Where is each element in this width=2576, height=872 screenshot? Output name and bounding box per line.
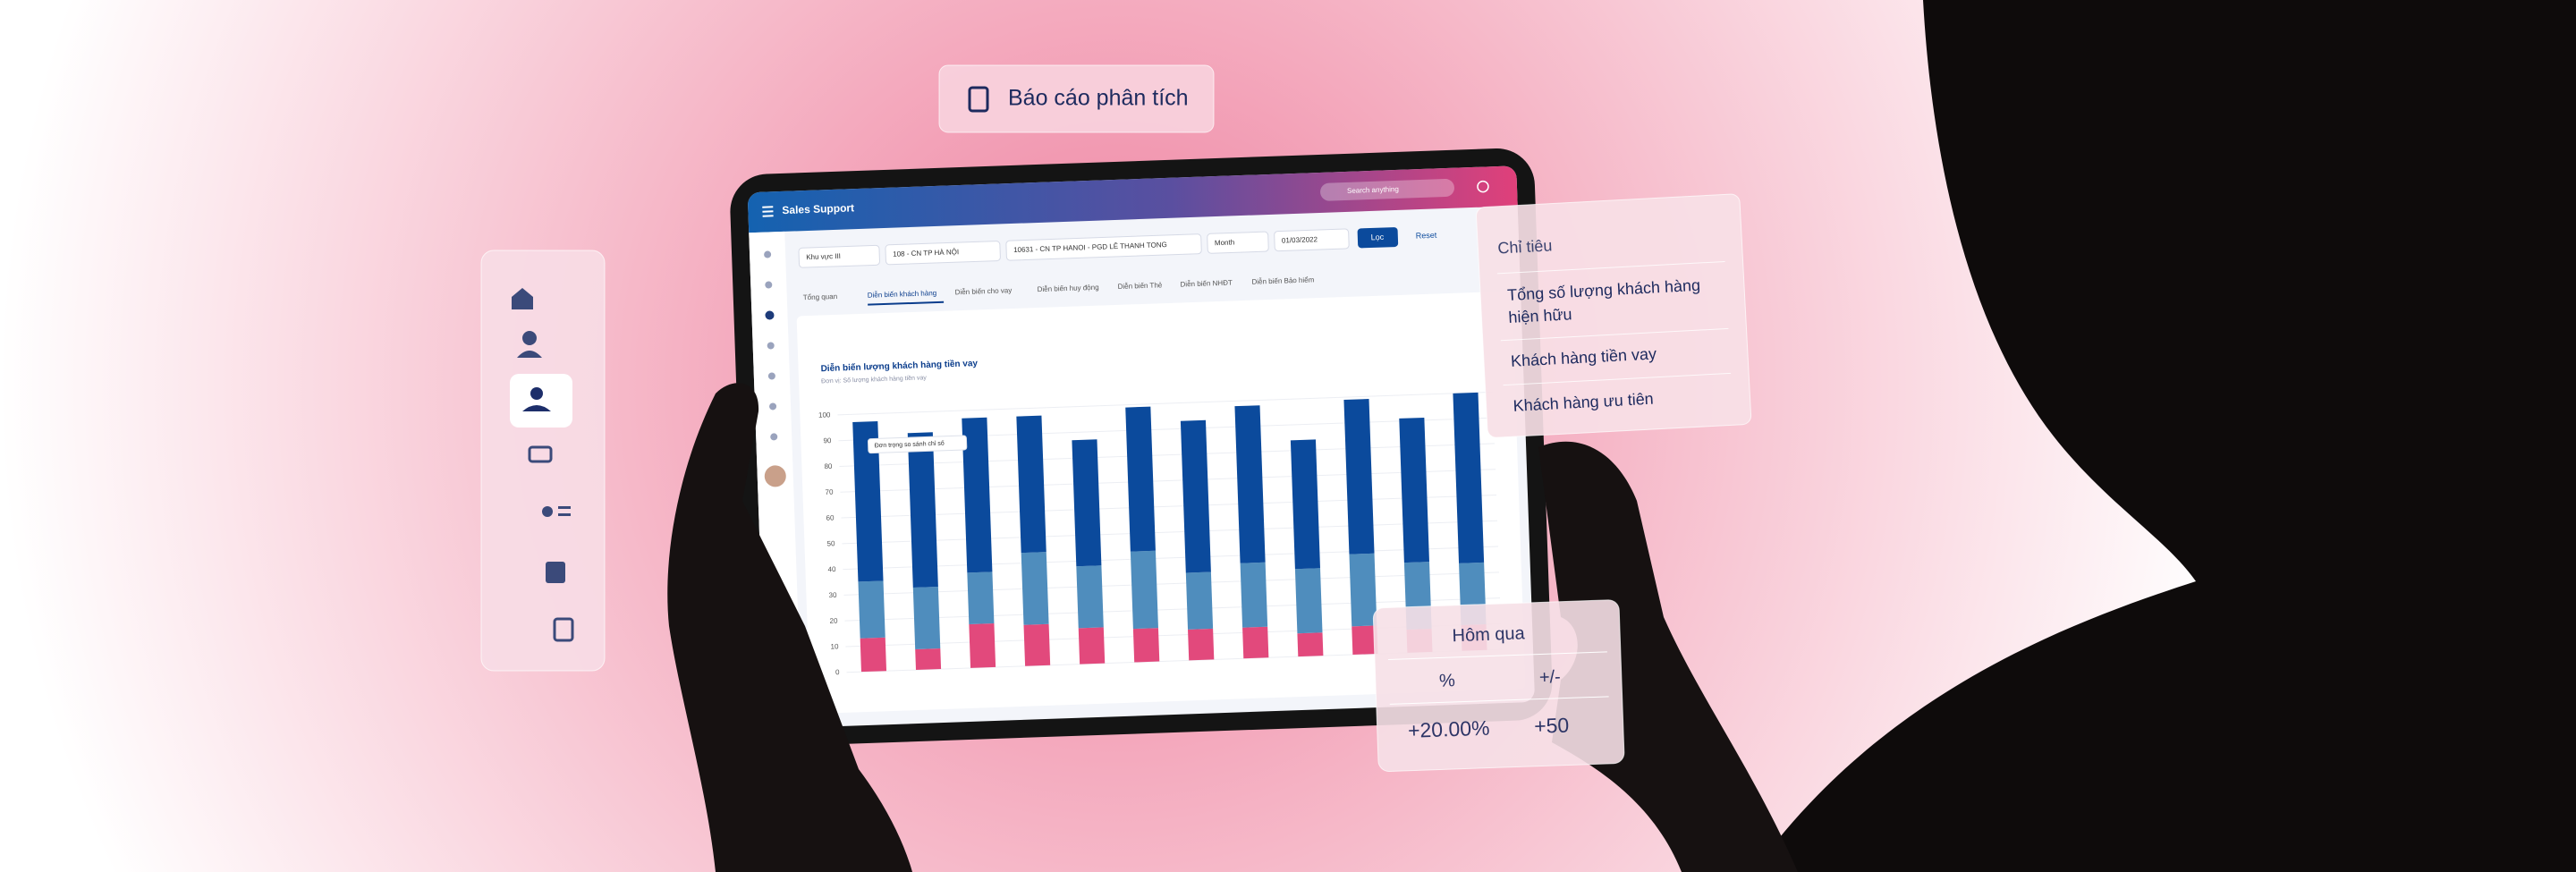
bar-segment [1242, 626, 1269, 659]
bar-segment [1125, 406, 1156, 552]
report-badge: Báo cáo phân tích [938, 64, 1215, 133]
tab[interactable]: Diễn biến cho vay [955, 286, 1013, 296]
bar-segment [1290, 439, 1320, 570]
tab[interactable]: Diễn biến Bảo hiểm [1251, 275, 1314, 285]
filter-label: 108 - CN TP HÀ NỘI [893, 248, 959, 258]
tab-underline [868, 301, 945, 306]
y-tick-label: 0 [835, 668, 840, 676]
bar-segment [1297, 632, 1324, 657]
y-tick-label: 80 [824, 462, 833, 470]
y-tick-label: 90 [823, 436, 832, 444]
tooltip: Đơn trọng so sánh chỉ số [874, 439, 945, 450]
grid-line [844, 597, 1501, 622]
y-tick-label: 70 [825, 488, 834, 496]
y-tick-label: 60 [826, 513, 835, 521]
floating-nav [480, 250, 606, 672]
tab[interactable]: Diễn biến NHĐT [1180, 279, 1233, 289]
filter-select[interactable] [1005, 233, 1202, 261]
card-header: % [1439, 671, 1456, 691]
app-title: Sales Support [782, 201, 854, 216]
y-tick-label: 10 [830, 642, 839, 650]
grid-line [841, 494, 1497, 519]
bar-segment [1021, 552, 1049, 625]
tab[interactable]: Diễn biến huy động [1038, 284, 1099, 293]
grid-line [839, 443, 1496, 467]
bar-segment [1130, 550, 1158, 630]
card-title: Hôm qua [1452, 623, 1526, 646]
grid-line [842, 520, 1498, 545]
bar-segment [912, 586, 941, 650]
reset-button[interactable]: Reset [1416, 231, 1437, 241]
bar-segment [1234, 405, 1266, 563]
right-hand [1538, 441, 1798, 872]
grid-line [837, 391, 1493, 416]
search[interactable] [1320, 179, 1455, 201]
card-header: +/- [1538, 667, 1561, 688]
bar-segment [1453, 392, 1485, 563]
bar-segment [1072, 439, 1102, 567]
grid-line [840, 469, 1496, 493]
tab[interactable]: Tổng quan [803, 292, 838, 301]
grid-line [843, 571, 1500, 596]
search-placeholder: Search anything [1347, 185, 1399, 195]
tab[interactable]: Diễn biến Thẻ [1117, 281, 1162, 291]
y-tick-label: 40 [827, 565, 836, 573]
bar-segment [1349, 553, 1377, 627]
change-card: Hôm qua % +/- +20.00% +50 [1372, 599, 1625, 772]
bar-segment [1352, 625, 1378, 655]
card-value: +20.00% [1408, 716, 1490, 742]
bar-segment [1343, 399, 1375, 555]
filter-label: Khu vực III [806, 252, 841, 261]
tab[interactable]: Diễn biến khách hàng [868, 289, 937, 300]
filter-label: Month [1215, 238, 1235, 247]
y-tick-label: 50 [826, 539, 835, 547]
filter-button[interactable] [1357, 227, 1399, 249]
filter-select[interactable] [1274, 228, 1350, 252]
badge-label: Báo cáo phân tích [1008, 86, 1189, 111]
grid-line [843, 546, 1499, 571]
person-silhouette [1753, 0, 2576, 872]
filter-button-label: Lọc [1370, 233, 1384, 242]
left-hand [667, 383, 912, 872]
bar-segment [1180, 419, 1211, 573]
y-tick-label: 30 [828, 591, 837, 599]
bar-segment [1132, 628, 1160, 663]
y-tick-label: 20 [829, 617, 838, 625]
bar-segment [1188, 628, 1215, 661]
bar-segment [1240, 562, 1268, 628]
filter-select[interactable] [798, 244, 880, 268]
bar-segment [915, 648, 942, 671]
bar-segment [907, 432, 938, 588]
bar-segment [1016, 415, 1046, 554]
bar-segment [852, 421, 884, 582]
panel-heading: Chỉ tiêu [1497, 236, 1553, 257]
bar-segment [967, 571, 995, 624]
bar-segment [1399, 417, 1429, 563]
metric-panel: Chỉ tiêu Tổng số lượng khách hàng hiện h… [1476, 193, 1752, 438]
bar-segment [962, 417, 993, 573]
panel-item: hiện hữu [1508, 305, 1572, 326]
filter-select[interactable] [1207, 231, 1269, 254]
bar-segment [969, 623, 996, 668]
bar-segment [1023, 623, 1051, 666]
filter-label: 01/03/2022 [1282, 235, 1318, 244]
filter-select[interactable] [885, 241, 1001, 266]
bar-segment [858, 580, 886, 639]
y-tick-label: 100 [818, 411, 831, 419]
bar-segment [1185, 571, 1214, 630]
card-value: +50 [1534, 714, 1570, 738]
bar-segment [860, 637, 887, 673]
bar-segment [1076, 565, 1104, 629]
bar-segment [1078, 627, 1106, 665]
bar-segment [1294, 568, 1323, 634]
